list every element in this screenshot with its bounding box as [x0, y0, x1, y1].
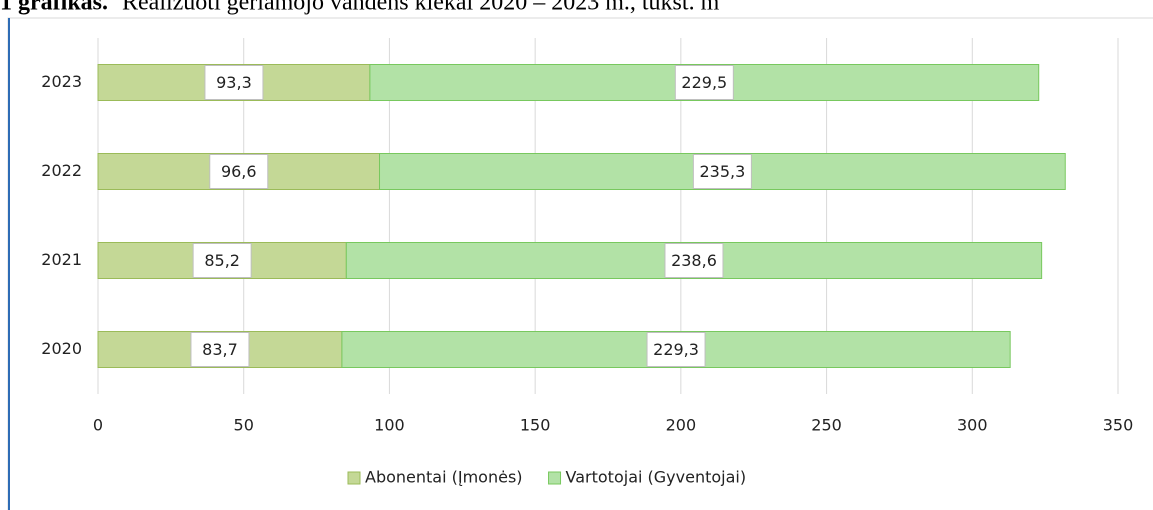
value-label: 83,7 [202, 340, 238, 359]
value-label: 235,3 [699, 162, 745, 181]
value-label: 96,6 [221, 162, 257, 181]
legend-swatch [347, 471, 361, 485]
value-label: 85,2 [204, 251, 240, 270]
x-tick-label: 200 [666, 416, 697, 435]
x-tick-label: 0 [93, 416, 103, 435]
value-label-box [674, 65, 734, 100]
x-tick-label: 100 [374, 416, 405, 435]
x-tick-label: 250 [811, 416, 842, 435]
value-label-box [192, 243, 252, 278]
value-label-box [204, 65, 264, 100]
value-label: 229,5 [681, 73, 727, 92]
x-tick-label: 300 [957, 416, 988, 435]
y-tick-label: 2023 [41, 72, 82, 91]
value-label-box [646, 332, 706, 367]
value-label: 238,6 [671, 251, 717, 270]
legend-swatch [548, 471, 562, 485]
chart-title: Realizuoti geriamojo vandens kiekai 2020… [122, 0, 720, 16]
y-tick-label: 2021 [41, 250, 82, 269]
y-tick-label: 2022 [41, 161, 82, 180]
legend-label: Abonentai (Įmonės) [365, 468, 523, 487]
value-label: 229,3 [653, 340, 699, 359]
legend-label: Vartotojai (Gyventojai) [566, 468, 747, 487]
value-label-box [692, 154, 752, 189]
x-tick-label: 50 [234, 416, 254, 435]
value-label-box [190, 332, 250, 367]
x-tick-label: 150 [520, 416, 551, 435]
value-label-box [209, 154, 269, 189]
x-tick-label: 350 [1103, 416, 1134, 435]
title-prefix: 1 grafikas. [0, 0, 108, 16]
value-label-box [664, 243, 724, 278]
y-tick-label: 2020 [41, 339, 82, 358]
value-label: 93,3 [216, 73, 252, 92]
